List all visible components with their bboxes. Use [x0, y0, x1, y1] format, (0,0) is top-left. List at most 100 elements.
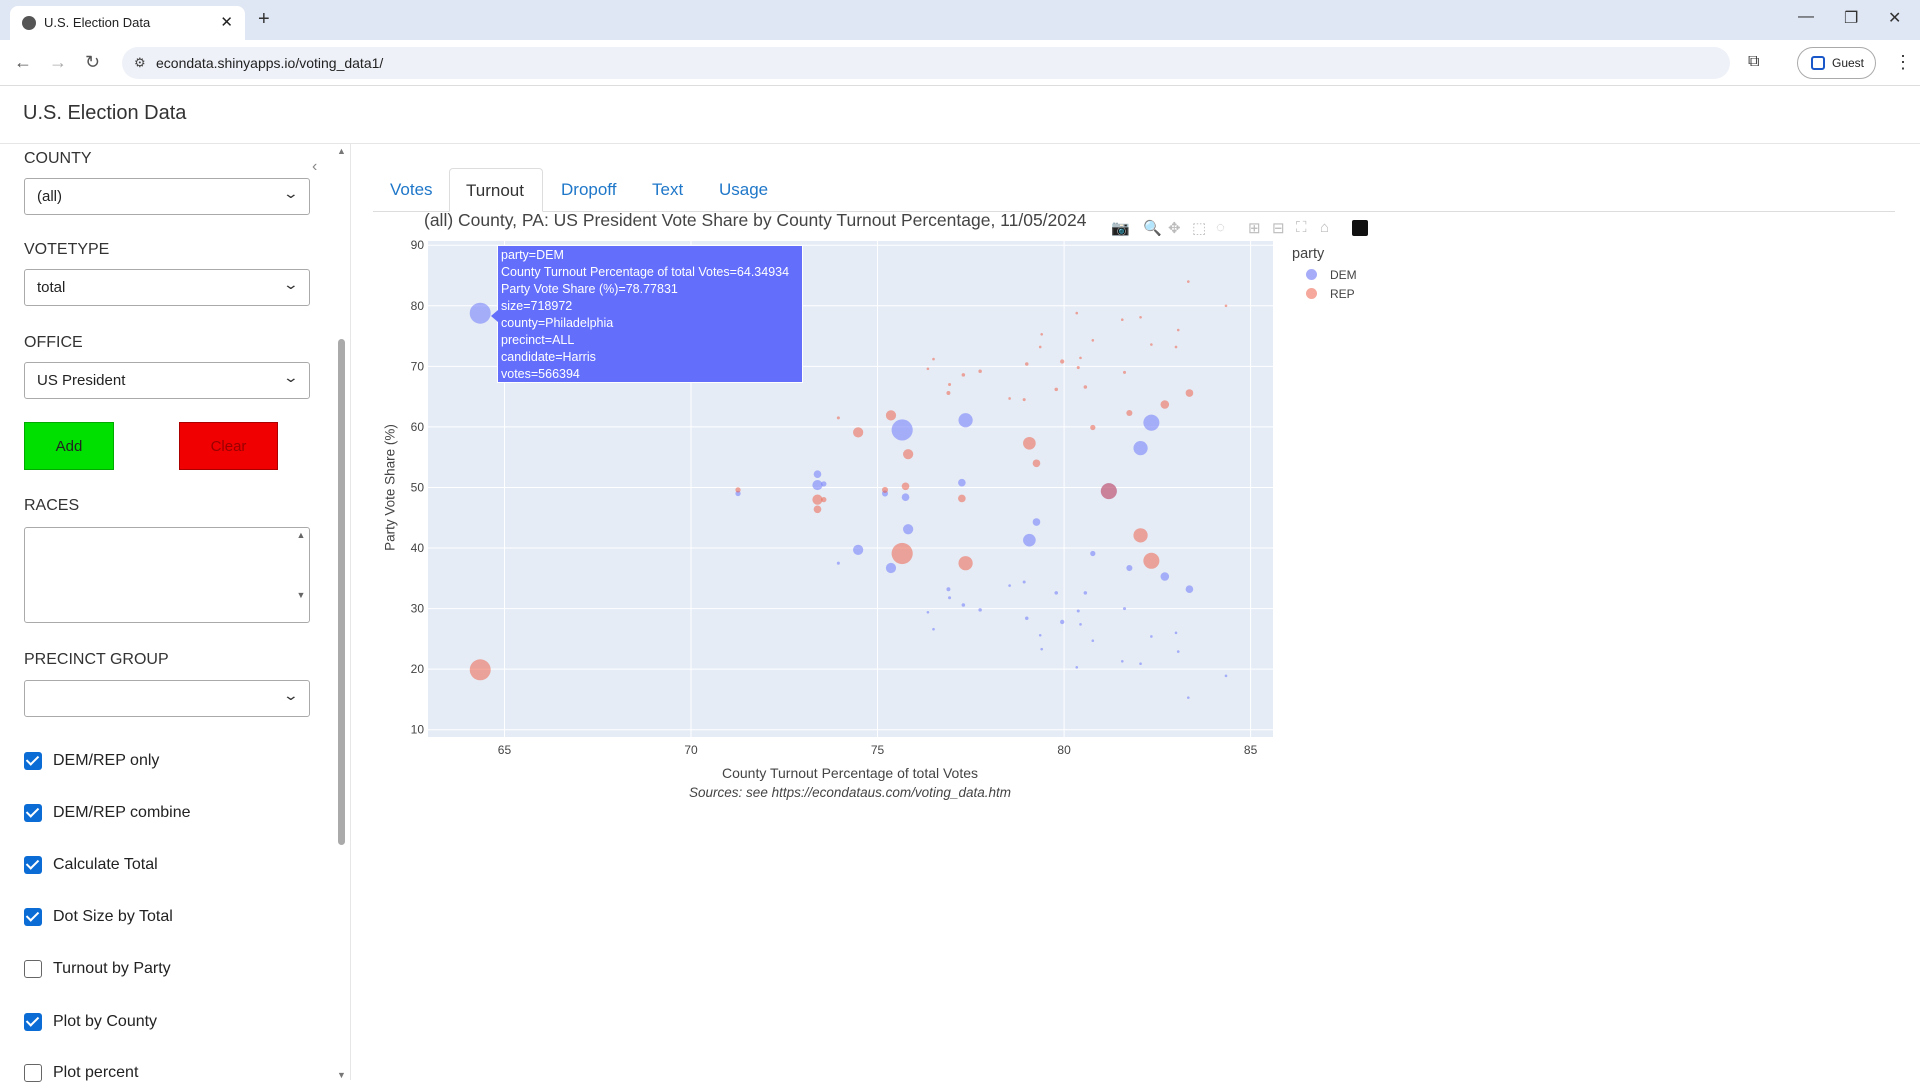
dem-point[interactable] [961, 603, 966, 607]
dem-point[interactable] [1060, 619, 1065, 625]
dem-point[interactable] [903, 524, 914, 535]
rep-point[interactable] [958, 556, 973, 571]
rep-point[interactable] [853, 427, 864, 438]
dem-point[interactable] [1054, 591, 1058, 595]
dem-point[interactable] [1133, 441, 1148, 456]
rep-point[interactable] [901, 482, 910, 491]
lasso-icon[interactable]: ◌ [1216, 219, 1225, 236]
tab-dropoff[interactable]: Dropoff [561, 180, 617, 199]
rep-point[interactable] [946, 391, 951, 395]
rep-point[interactable] [926, 367, 930, 371]
rep-point[interactable] [932, 357, 935, 361]
url-field[interactable]: ⚙ econdata.shinyapps.io/voting_data1/ [122, 47, 1730, 79]
rep-point[interactable] [1060, 359, 1065, 364]
checkbox-dot-size-by-total[interactable]: Dot Size by Total [24, 908, 173, 928]
forward-icon[interactable]: → [49, 52, 67, 72]
tab-votes[interactable]: Votes [390, 180, 433, 199]
rep-point[interactable] [1075, 311, 1079, 315]
reset-axes-icon[interactable]: ⌂ [1320, 219, 1330, 236]
clear-button[interactable]: Clear [179, 422, 278, 470]
races-listbox[interactable]: ▲ ▼ [24, 527, 310, 623]
autoscale-icon[interactable]: ⛶ [1296, 219, 1307, 236]
dem-point[interactable] [1143, 414, 1160, 431]
tab-text[interactable]: Text [652, 180, 684, 199]
rep-point[interactable] [1174, 345, 1178, 349]
rep-point[interactable] [1133, 528, 1148, 543]
rep-point[interactable] [885, 410, 897, 421]
dem-point[interactable] [735, 490, 741, 497]
checkbox-box[interactable] [24, 752, 42, 770]
minimize-icon[interactable]: — [1798, 8, 1814, 25]
legend-item-rep[interactable]: REP [1306, 287, 1355, 301]
races-scrollbar[interactable]: ▲ ▼ [296, 530, 306, 600]
rep-point[interactable] [1126, 409, 1133, 417]
precinct-group-select[interactable]: ⌄ [24, 680, 310, 717]
rep-point[interactable] [1032, 459, 1041, 468]
rep-point[interactable] [961, 373, 966, 377]
zoom-in-icon[interactable]: ⊞ [1248, 220, 1261, 237]
rep-point[interactable] [836, 416, 840, 420]
dem-point[interactable] [469, 302, 491, 324]
cast-icon[interactable]: ⧉ [1748, 53, 1760, 70]
dem-point[interactable] [932, 627, 935, 631]
county-select[interactable]: (all) ⌄ [24, 178, 310, 215]
rep-point[interactable] [1160, 400, 1170, 409]
dem-point[interactable] [946, 587, 951, 592]
back-icon[interactable]: ← [14, 52, 32, 72]
checkbox-box[interactable] [24, 960, 42, 978]
tab-usage[interactable]: Usage [719, 180, 769, 199]
rep-point[interactable] [1083, 385, 1088, 389]
rep-point[interactable] [735, 487, 741, 493]
zoom-out-icon[interactable]: ⊟ [1272, 220, 1285, 237]
dem-point[interactable] [812, 479, 823, 491]
checkbox-plot-by-county[interactable]: Plot by County [24, 1013, 157, 1033]
dem-point[interactable] [1126, 564, 1133, 572]
dem-point[interactable] [1150, 635, 1153, 638]
profile-button[interactable]: Guest [1797, 47, 1876, 79]
dem-point[interactable] [1083, 591, 1088, 595]
menu-icon[interactable]: ⋮ [1894, 52, 1912, 72]
checkbox-plot-percent[interactable]: Plot percent [24, 1064, 138, 1084]
close-window-icon[interactable]: ✕ [1888, 10, 1902, 27]
dem-point[interactable] [1224, 674, 1228, 678]
reload-icon[interactable]: ↻ [85, 52, 101, 72]
site-info-icon[interactable]: ⚙ [134, 55, 146, 70]
checkbox-box[interactable] [24, 1013, 42, 1031]
rep-point[interactable] [1150, 343, 1153, 346]
dem-point[interactable] [1076, 609, 1080, 613]
checkbox-box[interactable] [24, 804, 42, 822]
dem-point[interactable] [1176, 650, 1180, 653]
votetype-select[interactable]: total ⌄ [24, 269, 310, 306]
checkbox-dem-rep-only[interactable]: DEM/REP only [24, 752, 159, 772]
zoom-icon[interactable]: 🔍 [1143, 220, 1162, 237]
rep-point[interactable] [1224, 304, 1228, 308]
office-select[interactable]: US President ⌄ [24, 362, 310, 399]
dem-point[interactable] [1139, 662, 1142, 666]
dem-point[interactable] [901, 493, 910, 501]
dem-point[interactable] [885, 562, 897, 574]
rep-point[interactable] [1022, 398, 1026, 402]
browser-tab[interactable]: U.S. Election Data ✕ [10, 6, 245, 40]
dem-point[interactable] [853, 544, 864, 555]
dem-point[interactable] [926, 610, 930, 614]
dem-point[interactable] [1120, 659, 1124, 663]
dem-point[interactable] [1090, 550, 1096, 557]
rep-point[interactable] [1139, 316, 1142, 319]
dem-point[interactable] [891, 419, 913, 441]
restore-icon[interactable]: ❐ [1844, 10, 1859, 27]
rep-point[interactable] [1187, 280, 1190, 283]
rep-point[interactable] [1100, 483, 1117, 500]
legend-item-dem[interactable]: DEM [1306, 268, 1357, 282]
dem-point[interactable] [1025, 616, 1029, 621]
checkbox-calculate-total[interactable]: Calculate Total [24, 856, 158, 876]
rep-point[interactable] [1025, 362, 1029, 366]
pan-icon[interactable]: ✥ [1168, 220, 1181, 237]
rep-point[interactable] [1023, 436, 1036, 450]
dem-point[interactable] [1187, 696, 1190, 699]
checkbox-box[interactable] [24, 908, 42, 926]
rep-point[interactable] [1079, 356, 1082, 360]
rep-point[interactable] [1076, 366, 1080, 370]
dem-point[interactable] [1008, 584, 1011, 587]
checkbox-dem-rep-combine[interactable]: DEM/REP combine [24, 804, 191, 824]
